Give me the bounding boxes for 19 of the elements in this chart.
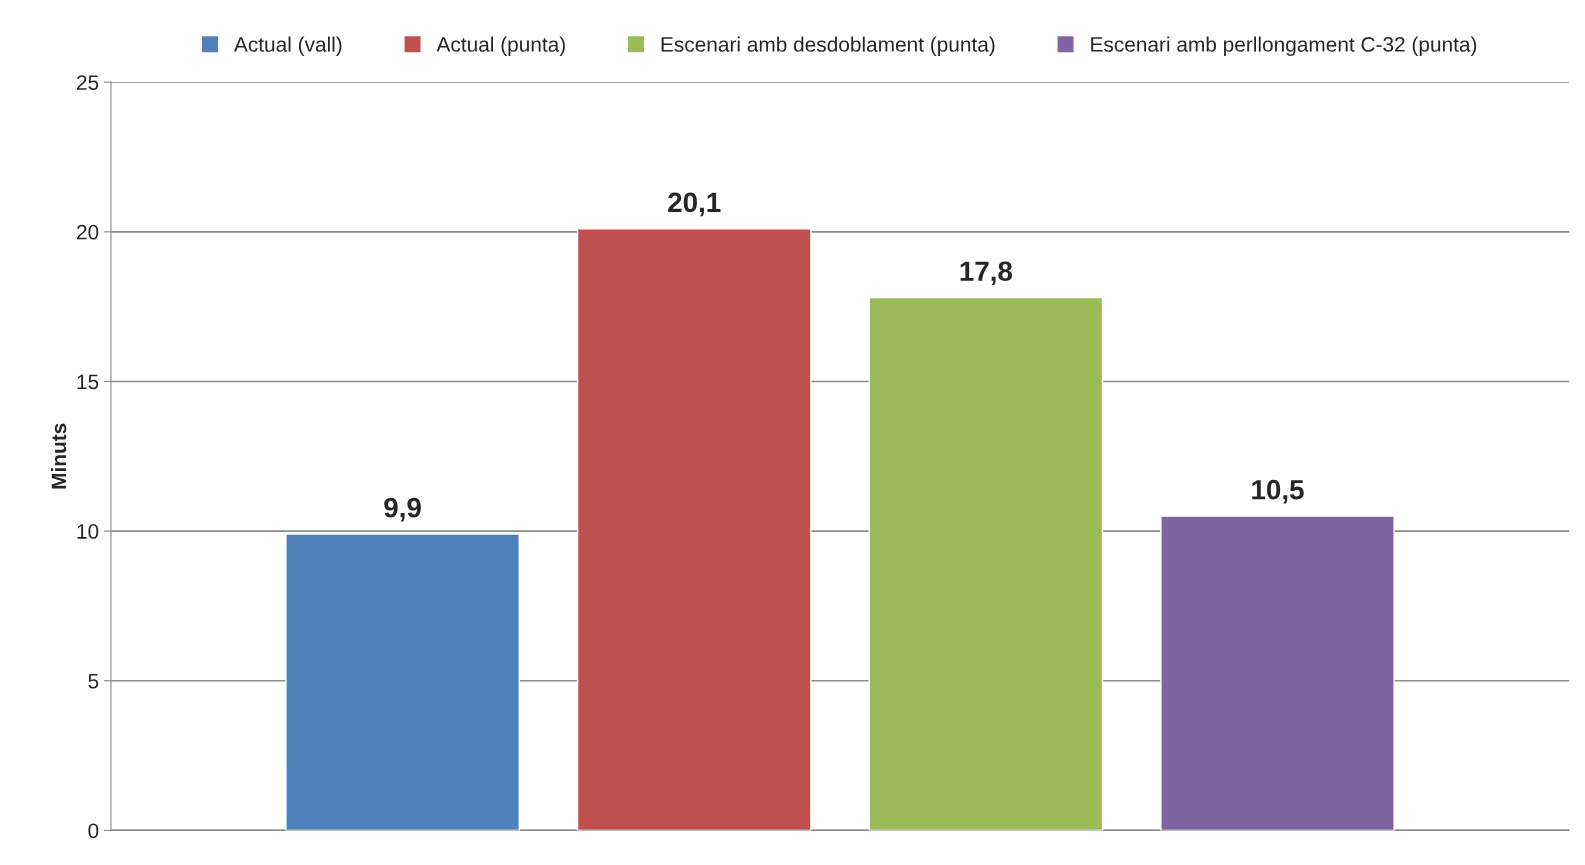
y-tick-label: 10: [77, 524, 99, 539]
data-label: 9,9: [384, 497, 421, 522]
bar: [576, 228, 812, 831]
y-tick-label: 20: [77, 224, 99, 240]
data-label: 20,1: [668, 192, 721, 217]
y-axis-title: Minuts: [51, 423, 67, 489]
legend-label: Escenari amb desdoblament (punta): [661, 36, 995, 56]
y-tick-label: 0: [88, 823, 99, 839]
y-tick-label: 25: [77, 75, 99, 90]
legend-label: Actual (vall): [233, 36, 342, 56]
y-tick-label: 15: [77, 374, 99, 390]
bar: [868, 296, 1104, 831]
data-label: 10,5: [1252, 479, 1304, 504]
legend-label: Escenari amb perllongament C-32 (punta): [1091, 36, 1477, 56]
data-label: 17,8: [960, 261, 1013, 286]
legend-label: Actual (punta): [436, 36, 565, 56]
y-tick-label: 5: [88, 673, 99, 689]
bar: [285, 533, 520, 831]
bar: [1160, 515, 1395, 831]
